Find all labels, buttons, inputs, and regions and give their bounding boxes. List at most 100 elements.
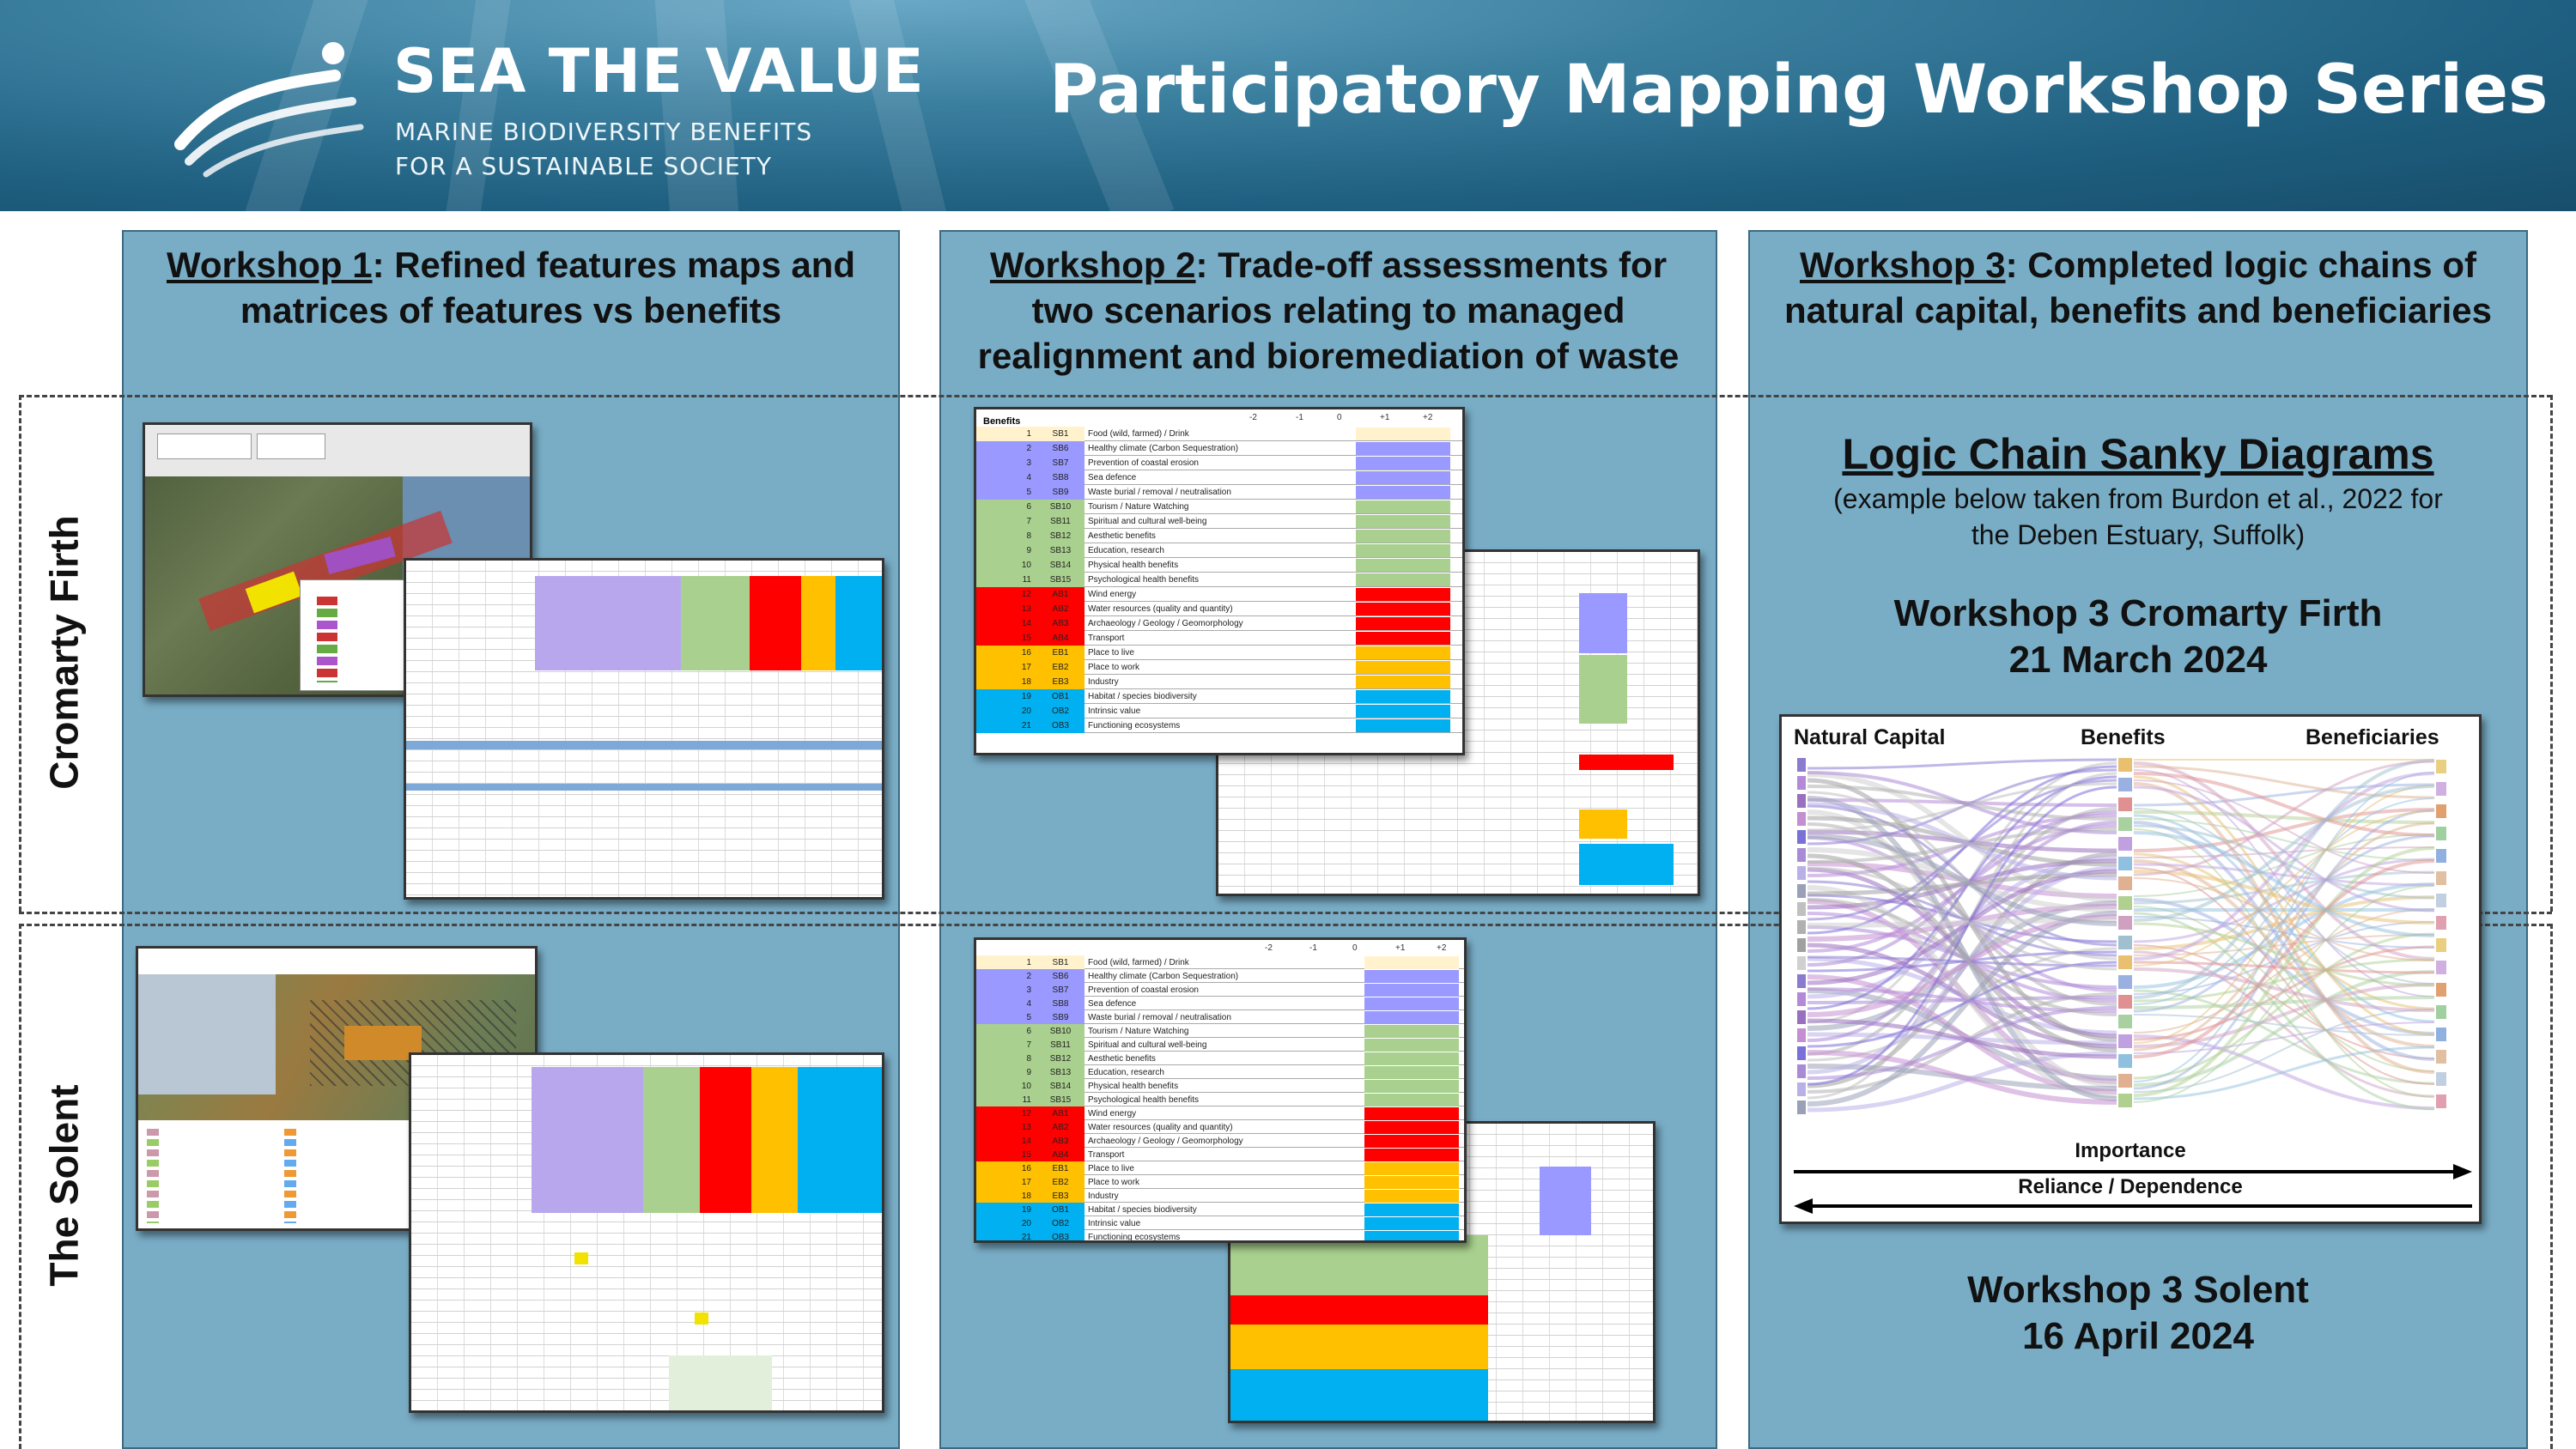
matrix-row: 10 SB14 Physical health benefits xyxy=(976,1079,1464,1094)
matrix-row: 21 OB3 Functioning ecosystems xyxy=(976,1230,1464,1242)
matrix-row-number: 14 xyxy=(976,1134,1036,1149)
matrix-row: 6 SB10 Tourism / Nature Watching xyxy=(976,1024,1464,1039)
matrix-row: 14 AB3 Archaeology / Geology / Geomorpholo… xyxy=(976,1134,1464,1149)
matrix-row-number: 9 xyxy=(976,543,1036,558)
matrix-row-bar xyxy=(1356,530,1450,543)
matrix-row-number: 18 xyxy=(976,1189,1036,1203)
row-divider-middle xyxy=(19,912,2552,914)
matrix-row-benefit: Habitat / species biodiversity xyxy=(1088,692,1197,701)
matrix-row-code: SB11 xyxy=(1036,514,1084,529)
matrix-row: 5 SB9 Waste burial / removal / neutralisat… xyxy=(976,485,1462,500)
matrix-row: 3 SB7 Prevention of coastal erosion xyxy=(976,456,1462,470)
matrix-row-code: OB3 xyxy=(1036,718,1084,733)
matrix-row-bar xyxy=(1356,705,1450,718)
matrix-row: 9 SB13 Education, research xyxy=(976,1065,1464,1080)
matrix-row-code: SB8 xyxy=(1036,997,1084,1011)
matrix-row-benefit: Intrinsic value xyxy=(1088,1219,1141,1228)
matrix-row-benefit: Education, research xyxy=(1088,546,1164,555)
matrix-row-benefit: Food (wild, farmed) / Drink xyxy=(1088,429,1189,439)
matrix-row-code: AB3 xyxy=(1036,1134,1084,1149)
logic-chain-subtitle: (example below taken from Burdon et al.,… xyxy=(1833,483,2443,550)
matrix-row-benefit: Place to work xyxy=(1088,663,1140,672)
matrix-row-benefit: Aesthetic benefits xyxy=(1088,1054,1156,1064)
matrix-row-bar xyxy=(1364,1231,1459,1240)
matrix-row: 14 AB3 Archaeology / Geology / Geomorpholo… xyxy=(976,616,1462,631)
matrix-row-bar xyxy=(1364,1080,1459,1093)
matrix-row-number: 5 xyxy=(976,1010,1036,1025)
matrix-row: 4 SB8 Sea defence xyxy=(976,997,1464,1011)
matrix-row-benefit: Habitat / species biodiversity xyxy=(1088,1205,1197,1215)
matrix-row-benefit: Healthy climate (Carbon Sequestration) xyxy=(1088,972,1239,981)
matrix-row: 17 EB2 Place to work xyxy=(976,1175,1464,1190)
matrix-row-benefit: Prevention of coastal erosion xyxy=(1088,458,1199,468)
workshop-3-cromarty-date: Workshop 3 Cromarty Firth 21 March 2024 xyxy=(1893,592,2383,681)
matrix-row-bar xyxy=(1364,1135,1459,1148)
matrix-row-benefit: Transport xyxy=(1088,634,1125,643)
matrix-row-bar xyxy=(1356,617,1450,630)
matrix-row-number: 8 xyxy=(976,1052,1036,1066)
matrix-row-bar xyxy=(1364,1066,1459,1079)
matrix-row-bar xyxy=(1356,676,1450,688)
matrix-row-number: 1 xyxy=(976,955,1036,970)
matrix-row-code: SB9 xyxy=(1036,1010,1084,1025)
workshop-3-heading: Workshop 3: Completed logic chains of na… xyxy=(1784,245,2492,330)
matrix-row-bar xyxy=(1356,457,1450,470)
row-label-cromarty: Cromarty Firth xyxy=(42,515,88,790)
matrix-row-bar xyxy=(1364,1190,1459,1203)
series-title: Participatory Mapping Workshop Series xyxy=(1049,52,2549,129)
matrix-row-benefit: Waste burial / removal / neutralisation xyxy=(1088,1013,1231,1022)
matrix-row-benefit: Tourism / Nature Watching xyxy=(1088,1027,1189,1036)
matrix-row-number: 17 xyxy=(976,1175,1036,1190)
brand-title: SEA THE VALUE xyxy=(393,36,925,106)
matrix-row-bar xyxy=(1356,515,1450,528)
workshop-2-heading: Workshop 2: Trade-off assessments for tw… xyxy=(977,245,1680,376)
matrix-row-code: OB3 xyxy=(1036,1230,1084,1240)
matrix-row-benefit: Sea defence xyxy=(1088,473,1137,482)
sankey-benefits-heading: Benefits xyxy=(2081,725,2166,749)
matrix-row-code: OB1 xyxy=(1036,1203,1084,1217)
matrix-row-bar xyxy=(1364,956,1459,969)
sankey-natural-capital-heading: Natural Capital xyxy=(1794,725,1946,749)
matrix-row-bar xyxy=(1364,1011,1459,1024)
solent-features-benefits-matrix xyxy=(409,1052,884,1413)
matrix-row-bar xyxy=(1356,690,1450,703)
matrix-row: 11 SB15 Psychological health benefits xyxy=(976,573,1462,587)
matrix-row-code: SB14 xyxy=(1036,1079,1084,1094)
matrix-row-benefit: Waste burial / removal / neutralisation xyxy=(1088,488,1231,497)
matrix-row-code: EB1 xyxy=(1036,1161,1084,1176)
matrix-row-benefit: Prevention of coastal erosion xyxy=(1088,985,1199,995)
matrix-row-number: 19 xyxy=(976,1203,1036,1217)
matrix-row-benefit: Functioning ecosystems xyxy=(1088,1233,1181,1242)
matrix-row-bar xyxy=(1356,646,1450,659)
sankey-reliance-label: Reliance / Dependence xyxy=(2018,1175,2243,1198)
matrix-row-code: SB13 xyxy=(1036,1065,1084,1080)
matrix-row-code: SB7 xyxy=(1036,983,1084,997)
logic-chain-sankey-diagram: Natural Capital Benefits Beneficiaries I… xyxy=(1779,714,2482,1224)
matrix-row: 10 SB14 Physical health benefits xyxy=(976,558,1462,573)
matrix-row: 16 EB1 Place to live xyxy=(976,1161,1464,1176)
matrix-row-number: 18 xyxy=(976,675,1036,689)
sankey-beneficiaries-heading: Beneficiaries xyxy=(2306,725,2439,749)
matrix-row-benefit: Place to live xyxy=(1088,1164,1134,1173)
sankey-importance-label: Importance xyxy=(2075,1139,2186,1162)
matrix-row-code: SB10 xyxy=(1036,500,1084,514)
matrix-row: 18 EB3 Industry xyxy=(976,675,1462,689)
matrix-row-number: 10 xyxy=(976,1079,1036,1094)
matrix-row-bar xyxy=(1356,719,1450,732)
wave-logo-icon xyxy=(174,42,364,178)
matrix-row-benefit: Sea defence xyxy=(1088,999,1137,1009)
matrix-row-benefit: Water resources (quality and quantity) xyxy=(1088,604,1233,614)
matrix-row-code: SB6 xyxy=(1036,969,1084,984)
matrix-row-number: 3 xyxy=(976,456,1036,470)
matrix-row-benefit: Aesthetic benefits xyxy=(1088,531,1156,541)
matrix-row-benefit: Spiritual and cultural well-being xyxy=(1088,1040,1207,1050)
solent-tradeoff-matrix: -2 -1 0 +1 +2 1 SB1 Food (wild, farmed) / … xyxy=(974,937,1467,1243)
matrix-row: 12 AB1 Wind energy xyxy=(976,587,1462,602)
matrix-row-benefit: Place to work xyxy=(1088,1178,1140,1187)
matrix-row-code: OB1 xyxy=(1036,689,1084,704)
matrix-row: 12 AB1 Wind energy xyxy=(976,1106,1464,1121)
matrix-row-code: AB2 xyxy=(1036,602,1084,616)
matrix-row: 15 AB4 Transport xyxy=(976,631,1462,646)
matrix-row-benefit: Tourism / Nature Watching xyxy=(1088,502,1189,512)
sankey-flows xyxy=(1797,758,2446,1114)
